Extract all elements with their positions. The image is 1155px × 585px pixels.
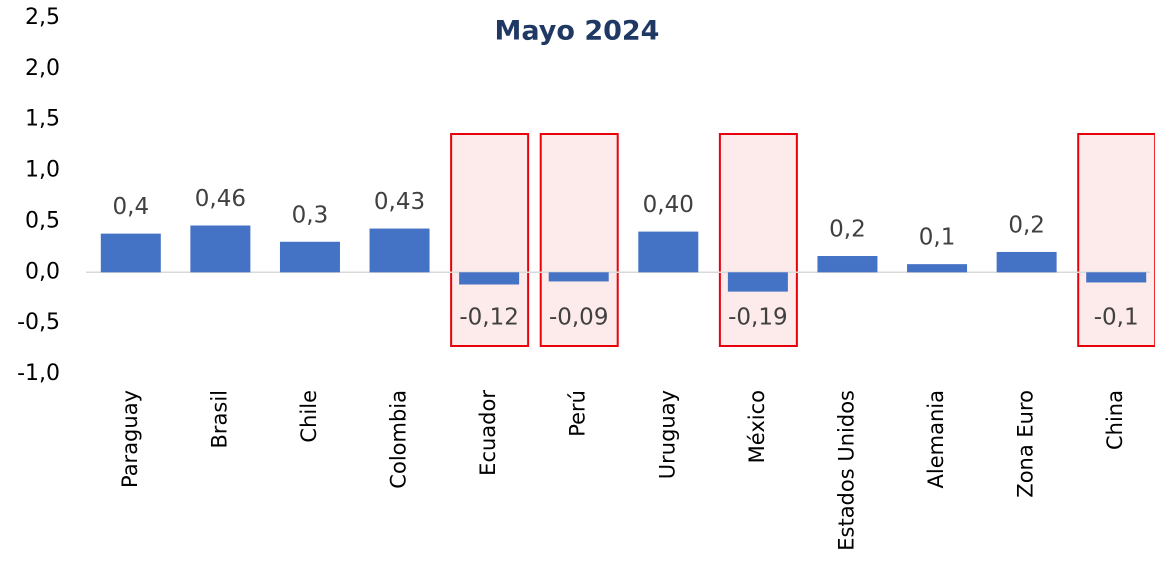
y-tick-label: 0,0 (25, 259, 60, 284)
y-tick-label: 2,5 (25, 5, 60, 30)
highlight-box (539, 133, 619, 347)
value-label: 0,46 (195, 186, 246, 212)
highlight-box (718, 133, 798, 347)
chart-title: Mayo 2024 (495, 16, 660, 47)
x-tick-label: China (1103, 390, 1127, 450)
value-label: -0,19 (728, 305, 788, 331)
x-tick-label: Paraguay (118, 390, 142, 488)
y-tick-label: 1,0 (25, 158, 60, 183)
value-label: 0,1 (919, 225, 956, 251)
value-label: 0,4 (113, 194, 150, 220)
bar (369, 228, 430, 273)
value-label: 0,43 (374, 189, 425, 215)
bar (817, 256, 878, 273)
x-tick-label: Perú (566, 390, 590, 437)
x-tick-label: Ecuador (476, 390, 500, 476)
bar (279, 241, 340, 273)
bar (100, 233, 161, 273)
value-label: 0,2 (829, 217, 866, 243)
x-tick-label: Alemania (924, 390, 948, 488)
bar (638, 231, 699, 273)
y-tick-label: 1,5 (25, 107, 60, 132)
bar (190, 225, 251, 273)
x-tick-label: Uruguay (655, 390, 679, 479)
value-label: 0,40 (643, 192, 694, 218)
bar (1086, 272, 1147, 283)
bar (548, 272, 609, 282)
x-tick-label: Zona Euro (1014, 390, 1038, 498)
value-label: -0,12 (459, 305, 519, 331)
bar (907, 264, 968, 273)
highlight-box (1077, 133, 1155, 347)
bar (459, 272, 520, 285)
value-label: 0,3 (292, 202, 329, 228)
y-tick-label: -1,0 (17, 361, 60, 386)
bar (996, 251, 1057, 273)
y-tick-label: 2,0 (25, 56, 60, 81)
value-label: -0,09 (549, 305, 609, 331)
x-tick-label: Colombia (387, 390, 411, 489)
x-tick-label: México (745, 390, 769, 463)
highlight-box (450, 133, 530, 347)
x-tick-label: Chile (297, 390, 321, 443)
value-label: 0,2 (1008, 212, 1045, 238)
value-label: -0,1 (1094, 305, 1139, 331)
y-tick-label: 0,5 (25, 208, 60, 233)
x-tick-label: Brasil (207, 390, 231, 449)
bar (727, 272, 788, 292)
y-tick-label: -0,5 (17, 310, 60, 335)
x-tick-label: Estados Unidos (834, 390, 858, 551)
